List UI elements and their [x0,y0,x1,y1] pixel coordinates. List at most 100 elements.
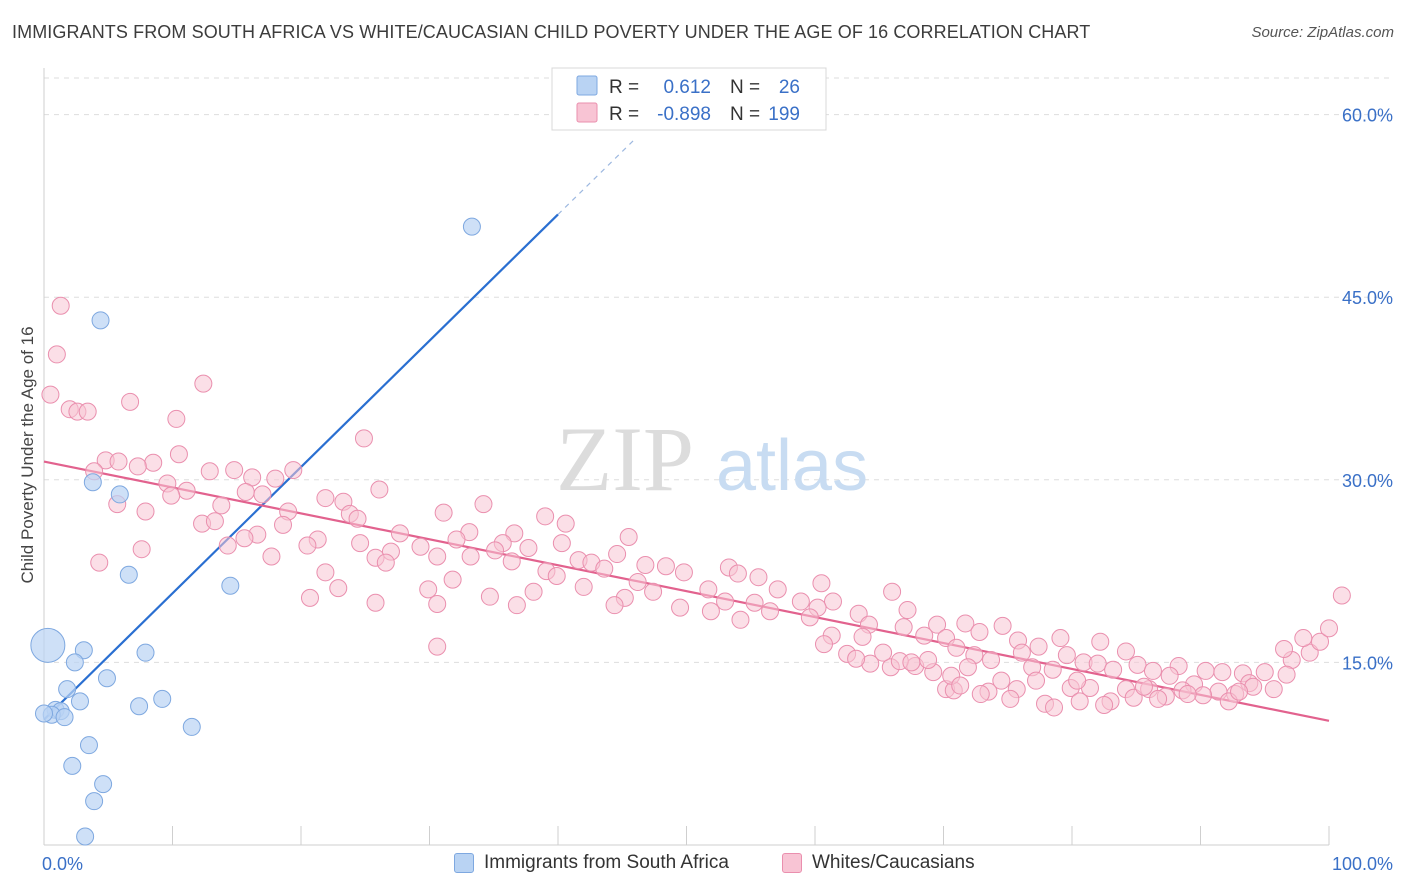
point-whites [992,671,1011,690]
point-whites [236,482,255,501]
point-whites [716,592,735,611]
point-whites [902,653,921,672]
stats-box-frame [551,67,827,131]
point-whites [354,429,373,448]
point-whites [284,461,303,480]
watermark-atlas: atlas [716,426,868,506]
point-whites [656,557,675,576]
source-label: Source: ZipAtlas.com [1251,24,1394,41]
point-whites [411,537,430,556]
point-whites [1057,646,1076,665]
legend-item-whites[interactable]: Whites/Caucasians [782,852,975,874]
y-tick-label: 15.0% [1342,653,1393,673]
point-whites [874,643,893,662]
point-whites [121,392,140,411]
point-whites [419,580,438,599]
stats-n-label-1: N = [730,77,760,98]
point-whites [162,486,181,505]
legend-label-whites: Whites/Caucasians [812,852,975,873]
point-whites [167,409,186,428]
point-whites [595,559,614,578]
point-whites [109,452,128,471]
point-whites [915,626,934,645]
point-whites [132,540,151,559]
stats-r-value-2: -0.898 [657,104,711,125]
point-whites [1091,632,1110,651]
legend-item-immigrants[interactable]: Immigrants from South Africa [454,852,729,874]
legend-label-immigrants: Immigrants from South Africa [484,852,729,873]
point-whites [1029,637,1048,656]
point-whites [853,627,872,646]
point-whites [812,574,831,593]
point-whites [1213,663,1232,682]
point-whites [1143,661,1162,680]
point-immigrants [70,692,89,711]
point-whites [1095,696,1114,715]
point-whites [502,552,521,571]
point-whites [1277,665,1296,684]
point-whites [1124,688,1143,707]
point-whites [628,573,647,592]
point-immigrants [83,473,102,492]
point-whites [556,514,575,533]
point-whites [524,582,543,601]
point-whites [761,602,780,621]
x-tick-label-start: 0.0% [42,854,83,874]
point-whites [574,577,593,596]
point-whites [1045,698,1064,717]
point-whites [218,536,237,555]
point-immigrants [182,717,201,736]
point-whites [701,602,720,621]
point-whites [390,524,409,543]
point-whites [547,566,566,585]
stats-r-label-2: R = [609,104,639,125]
point-whites [970,622,989,641]
point-whites [898,601,917,620]
point-whites [971,685,990,704]
trend-line-immigrants-extension [557,138,636,215]
point-whites [90,553,109,572]
point-immigrants [91,311,110,330]
point-whites [928,615,947,634]
stats-box: R = 0.612 N = 26 R = -0.898 N = 199 [551,67,827,131]
point-whites [428,637,447,656]
point-whites [461,547,480,566]
point-whites [1320,619,1338,638]
point-whites [447,530,466,549]
point-immigrants [30,627,66,663]
point-whites [1043,660,1062,679]
point-whites [51,296,70,315]
point-whites [480,587,499,606]
point-immigrants [65,653,84,672]
point-whites [847,649,866,668]
y-tick-label: 45.0% [1342,288,1393,308]
point-whites [883,582,902,601]
point-whites [443,570,462,589]
point-whites [1104,660,1123,679]
watermark: ZIP atlas [556,408,868,510]
legend-swatch-pink [782,853,802,873]
point-whites [376,553,395,572]
point-whites [1012,643,1031,662]
point-whites [177,481,196,500]
point-immigrants [462,217,481,236]
point-whites [428,547,447,566]
point-whites [505,524,524,543]
point-whites [1128,655,1147,674]
point-whites [128,457,147,476]
point-whites [262,547,281,566]
point-whites [1196,661,1215,680]
point-whites [434,503,453,522]
stats-n-value-2: 199 [768,104,800,125]
point-whites [1178,685,1197,704]
y-tick-label: 60.0% [1342,106,1393,126]
point-whites [316,489,335,508]
point-immigrants [136,643,155,662]
point-immigrants [130,697,149,716]
stats-swatch-pink [576,102,598,123]
watermark-zip: ZIP [556,408,694,510]
data-points [30,217,1351,846]
point-whites [47,345,66,364]
point-whites [41,385,60,404]
point-whites [699,580,718,599]
